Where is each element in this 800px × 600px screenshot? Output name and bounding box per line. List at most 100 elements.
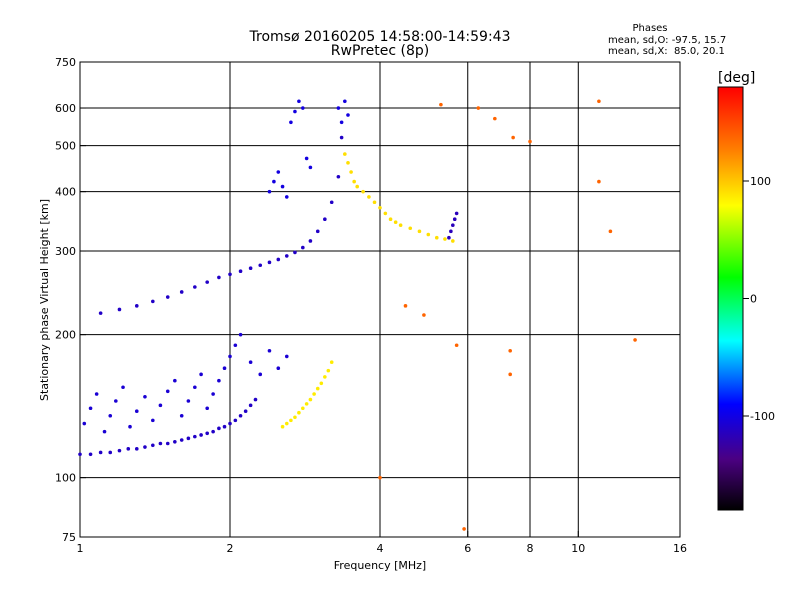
data-point bbox=[228, 354, 232, 359]
data-point bbox=[179, 413, 184, 418]
data-point bbox=[343, 152, 347, 156]
data-point bbox=[211, 429, 215, 434]
data-point bbox=[193, 285, 197, 289]
data-point bbox=[199, 433, 203, 437]
data-point bbox=[222, 424, 227, 429]
x-tick-label: 2 bbox=[227, 542, 234, 555]
data-point bbox=[108, 450, 113, 455]
data-point bbox=[403, 304, 408, 308]
data-point bbox=[228, 272, 232, 277]
data-point bbox=[297, 410, 301, 415]
data-point bbox=[267, 348, 272, 353]
data-point bbox=[304, 402, 309, 406]
data-point bbox=[217, 426, 221, 431]
data-point bbox=[128, 424, 132, 429]
data-point bbox=[193, 385, 197, 390]
data-point bbox=[301, 106, 305, 110]
data-point bbox=[258, 372, 263, 377]
data-point bbox=[336, 174, 341, 179]
data-point bbox=[452, 217, 457, 222]
data-point bbox=[205, 406, 209, 411]
data-point bbox=[422, 313, 426, 317]
data-point bbox=[426, 232, 431, 237]
data-point bbox=[343, 99, 347, 104]
data-points bbox=[78, 99, 637, 531]
data-point bbox=[449, 229, 453, 234]
x-tick-label: 6 bbox=[464, 542, 471, 555]
data-point bbox=[121, 385, 125, 390]
x-tick-label: 1 bbox=[77, 542, 84, 555]
y-tick-label: 500 bbox=[55, 140, 76, 153]
data-point bbox=[134, 447, 139, 451]
data-point bbox=[248, 266, 253, 271]
data-point bbox=[346, 113, 350, 117]
data-point bbox=[267, 260, 272, 265]
data-point bbox=[276, 366, 281, 370]
data-point bbox=[238, 269, 243, 274]
data-point bbox=[297, 99, 301, 104]
data-point bbox=[398, 223, 403, 228]
data-point bbox=[346, 161, 350, 165]
data-point bbox=[308, 397, 313, 402]
data-point bbox=[511, 135, 515, 140]
data-point bbox=[339, 135, 344, 140]
data-point bbox=[151, 299, 155, 304]
y-tick-label: 750 bbox=[55, 56, 76, 69]
x-tick-label: 8 bbox=[527, 542, 534, 555]
data-point bbox=[443, 237, 447, 241]
stats-line-o: mean, sd,O: -97.5, 15.7 bbox=[608, 35, 726, 46]
data-point bbox=[193, 434, 197, 439]
x-tick-label: 10 bbox=[571, 542, 585, 555]
data-point bbox=[233, 343, 238, 348]
x-axis-label: Frequency [MHz] bbox=[334, 559, 426, 572]
data-point bbox=[493, 116, 497, 121]
data-point bbox=[326, 368, 331, 373]
data-point bbox=[134, 409, 139, 414]
data-point bbox=[276, 170, 281, 174]
data-point bbox=[158, 403, 163, 408]
data-point bbox=[280, 424, 285, 429]
x-tick-label: 4 bbox=[377, 542, 384, 555]
data-point bbox=[508, 372, 512, 377]
data-point bbox=[454, 343, 459, 348]
data-point bbox=[88, 406, 93, 411]
data-point bbox=[82, 421, 87, 426]
data-point bbox=[238, 332, 243, 337]
data-point bbox=[117, 307, 122, 312]
data-point bbox=[355, 184, 359, 189]
data-point bbox=[253, 397, 258, 402]
data-point bbox=[388, 217, 393, 222]
data-point bbox=[267, 189, 272, 194]
data-point bbox=[329, 200, 334, 205]
data-point bbox=[165, 295, 170, 299]
colorbar-ticks: 100 0 -100 bbox=[743, 175, 775, 423]
data-point bbox=[243, 409, 248, 414]
colorbar-label: [deg] bbox=[718, 70, 755, 86]
data-point bbox=[284, 254, 289, 258]
data-point bbox=[98, 311, 103, 315]
data-point bbox=[408, 226, 413, 231]
data-point bbox=[143, 394, 147, 399]
data-point bbox=[608, 229, 613, 234]
colorbar-tick-label: 100 bbox=[750, 175, 771, 188]
data-point bbox=[393, 220, 398, 224]
stats-heading: Phases bbox=[632, 23, 667, 34]
data-point bbox=[447, 235, 451, 240]
data-point bbox=[126, 447, 131, 451]
data-point bbox=[272, 179, 276, 184]
data-point bbox=[143, 445, 147, 449]
y-tick-label: 200 bbox=[55, 329, 76, 342]
y-tick-label: 75 bbox=[62, 531, 76, 544]
data-point bbox=[312, 392, 316, 396]
axis-ticks: 1 2 4 6 8 10 16 75 100 200 300 400 500 600 750 bbox=[55, 56, 687, 555]
data-point bbox=[293, 415, 297, 420]
data-point bbox=[233, 418, 238, 423]
data-point bbox=[258, 263, 263, 268]
data-point bbox=[508, 348, 512, 353]
data-point bbox=[88, 452, 93, 457]
data-point bbox=[451, 239, 455, 243]
data-point bbox=[222, 366, 227, 370]
data-point bbox=[284, 354, 289, 359]
data-point bbox=[336, 106, 341, 110]
data-point bbox=[301, 406, 305, 411]
